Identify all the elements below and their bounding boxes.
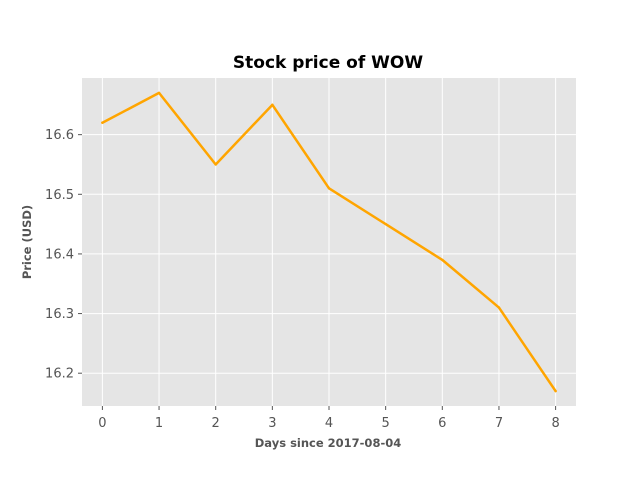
x-tick-label: 3	[268, 416, 276, 431]
data-point	[158, 92, 160, 94]
data-point	[554, 390, 556, 392]
x-tick-label: 1	[155, 416, 163, 431]
chart-title: Stock price of WOW	[233, 53, 423, 73]
data-point	[328, 187, 330, 189]
data-point	[101, 122, 103, 124]
data-point	[271, 104, 273, 106]
y-tick-label: 16.6	[45, 128, 74, 143]
y-axis-ticks: 16.2 16.3 16.4 16.5 16.6	[45, 128, 82, 382]
y-axis-label: Price (USD)	[20, 205, 34, 279]
x-tick-label: 5	[382, 416, 390, 431]
x-tick-label: 8	[551, 416, 559, 431]
y-tick-label: 16.2	[45, 367, 74, 382]
y-tick-label: 16.3	[45, 307, 74, 322]
x-tick-label: 6	[438, 416, 446, 431]
x-tick-label: 2	[212, 416, 220, 431]
data-point	[214, 163, 216, 165]
y-tick-label: 16.4	[45, 247, 74, 262]
data-point	[384, 223, 386, 225]
y-tick-label: 16.5	[45, 188, 74, 203]
x-tick-label: 0	[98, 416, 106, 431]
x-tick-label: 4	[325, 416, 333, 431]
x-axis-ticks: 0 1 2 3 4 5 6 7 8	[98, 406, 559, 431]
x-tick-label: 7	[495, 416, 503, 431]
x-axis-label: Days since 2017-08-04	[255, 436, 401, 450]
data-point	[441, 259, 443, 261]
data-point	[498, 306, 500, 308]
